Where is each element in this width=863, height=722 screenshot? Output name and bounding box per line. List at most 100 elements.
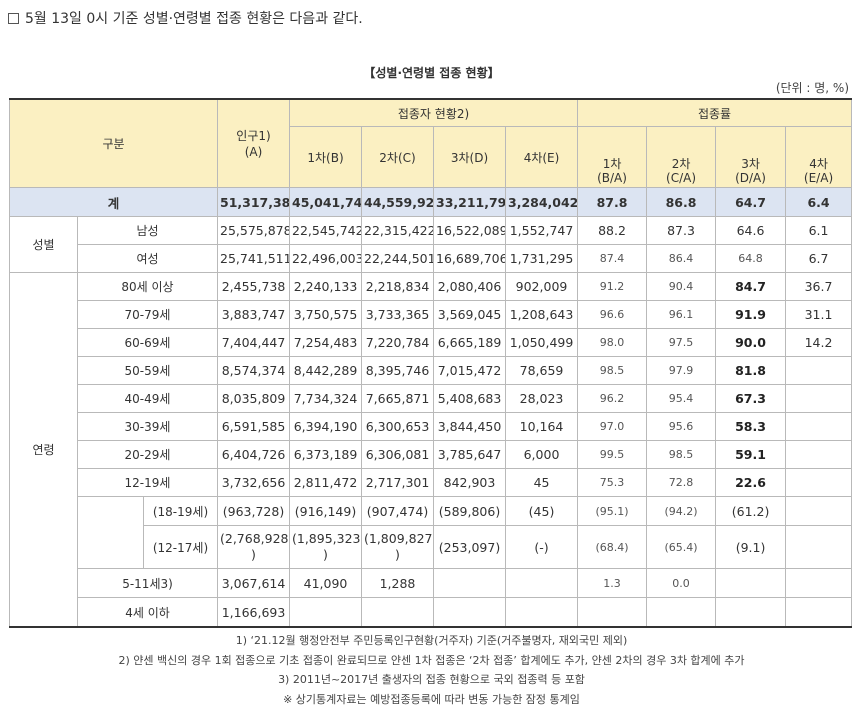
cell-rate3: (61.2): [715, 496, 787, 526]
cell-rate1: 87.8: [577, 187, 648, 217]
row-label: (12-17세): [143, 525, 218, 569]
cell-rate4: [785, 597, 853, 628]
cell-rate3: 22.6: [715, 468, 787, 497]
header-rate3: 3차 (D/A): [715, 126, 787, 188]
cell-dose2: (907,474): [361, 496, 434, 526]
cell-rate2: 87.3: [646, 216, 717, 245]
unit-label: (단위 : 명, %): [775, 81, 849, 95]
cell-population: 3,067,614: [217, 568, 290, 598]
cell-dose2: 22,315,422: [361, 216, 434, 245]
cell-dose2: 22,244,501: [361, 244, 434, 273]
cell-population-line2: ): [251, 547, 256, 562]
cell-dose1: 22,496,003: [289, 244, 362, 273]
cell-dose3: 33,211,795: [433, 187, 506, 217]
cell-dose4: 6,000: [504, 440, 579, 469]
cell-dose2: 6,300,653: [361, 412, 434, 441]
group-label-age: 연령: [9, 272, 78, 628]
cell-population: 25,741,511: [217, 244, 290, 273]
cell-rate3: 64.8: [715, 244, 787, 273]
header-dose2: 2차(C): [361, 126, 434, 188]
table-row: 60-69세 7,404,447 7,254,483 7,220,784 6,6…: [10, 328, 853, 357]
cell-rate3: 64.7: [715, 187, 787, 217]
cell-rate1: [577, 597, 648, 628]
cell-rate1: 96.6: [577, 300, 648, 329]
row-label: 20-29세: [77, 440, 218, 469]
cell-dose3: 3,569,045: [433, 300, 506, 329]
cell-dose4: 3,284,042: [504, 187, 579, 217]
row-label: 30-39세: [77, 412, 218, 441]
cell-rate2: (65.4): [646, 525, 717, 569]
cell-dose2: (1,809,827 ): [361, 525, 434, 569]
cell-rate2: 86.8: [646, 187, 717, 217]
cell-dose3: (589,806): [433, 496, 506, 526]
cell-dose1: (1,895,323 ): [289, 525, 362, 569]
group-label-sex: 성별: [9, 216, 78, 273]
checkbox-square-icon: [8, 12, 19, 24]
cell-dose1: 41,090: [289, 568, 362, 598]
row-label: (18-19세): [143, 496, 218, 526]
cell-rate4: [785, 525, 853, 569]
cell-rate4: 14.2: [785, 328, 853, 357]
cell-dose1: 45,041,745: [289, 187, 362, 217]
cell-rate4: [785, 568, 853, 598]
cell-dose3: [433, 597, 506, 628]
cell-dose3: 3,785,647: [433, 440, 506, 469]
row-label: 40-49세: [77, 384, 218, 413]
cell-rate1: 91.2: [577, 272, 648, 301]
cell-rate1: (95.1): [577, 496, 648, 526]
table-row: 5-11세3) 3,067,614 41,090 1,288 1.3 0.0: [10, 568, 853, 598]
cell-rate4: 6.7: [785, 244, 853, 273]
cell-rate1: 97.0: [577, 412, 648, 441]
cell-rate3: 84.7: [715, 272, 787, 301]
cell-dose2: 7,220,784: [361, 328, 434, 357]
cell-dose1: 6,373,189: [289, 440, 362, 469]
cell-dose4: 1,731,295: [504, 244, 579, 273]
cell-rate2: (94.2): [646, 496, 717, 526]
footnote: 1) ‘21.12월 행정안전부 주민등록인구현황(거주자) 기준(거주불명자,…: [235, 634, 628, 647]
cell-rate4: 6.1: [785, 216, 853, 245]
table-row: 50-59세 8,574,374 8,442,289 8,395,746 7,0…: [10, 356, 853, 385]
cell-dose4: 902,009: [504, 272, 579, 301]
cell-rate4: 31.1: [785, 300, 853, 329]
cell-rate3: [715, 597, 787, 628]
cell-dose3: 16,689,706: [433, 244, 506, 273]
header-rate1: 1차 (B/A): [577, 126, 648, 188]
cell-rate2: 96.1: [646, 300, 717, 329]
cell-rate2: 97.9: [646, 356, 717, 385]
table-row: 성별 남성 25,575,878 22,545,742 22,315,422 1…: [9, 216, 853, 273]
cell-rate3: (9.1): [715, 525, 787, 569]
cell-dose4: 1,552,747: [504, 216, 579, 245]
cell-population: 3,732,656: [217, 468, 290, 497]
cell-population: 6,591,585: [217, 412, 290, 441]
cell-dose1: 7,734,324: [289, 384, 362, 413]
cell-rate2: 95.6: [646, 412, 717, 441]
table-row: 4세 이하 1,166,693: [10, 597, 853, 628]
cell-dose3: [433, 568, 506, 598]
cell-dose1: (916,149): [289, 496, 362, 526]
cell-population: 25,575,878: [217, 216, 290, 245]
cell-dose3: 16,522,089: [433, 216, 506, 245]
table-row: 연령 80세 이상 2,455,738 2,240,133 2,218,834 …: [9, 272, 853, 628]
cell-dose4: (-): [504, 525, 579, 569]
cell-dose2: 3,733,365: [361, 300, 434, 329]
cell-rate1: 1.3: [577, 568, 648, 598]
cell-rate1: (68.4): [577, 525, 648, 569]
row-label: 계: [9, 187, 218, 217]
row-label: 50-59세: [77, 356, 218, 385]
cell-rate1: 99.5: [577, 440, 648, 469]
cell-dose2: 1,288: [361, 568, 434, 598]
table-row: 40-49세 8,035,809 7,734,324 7,665,871 5,4…: [10, 384, 853, 413]
cell-rate3: 59.1: [715, 440, 787, 469]
cell-rate4: [785, 412, 853, 441]
cell-rate2: [646, 597, 717, 628]
table-row: 70-79세 3,883,747 3,750,575 3,733,365 3,5…: [10, 300, 853, 329]
cell-population: 7,404,447: [217, 328, 290, 357]
row-label: 80세 이상: [77, 272, 218, 301]
header-population-text: 인구1) (A): [236, 128, 271, 159]
cell-dose3: 5,408,683: [433, 384, 506, 413]
cell-rate4: [785, 356, 853, 385]
cell-population: (963,728): [217, 496, 290, 526]
header-dose1: 1차(B): [289, 126, 362, 188]
cell-rate1: 88.2: [577, 216, 648, 245]
header-population: 인구1) (A): [217, 98, 290, 188]
